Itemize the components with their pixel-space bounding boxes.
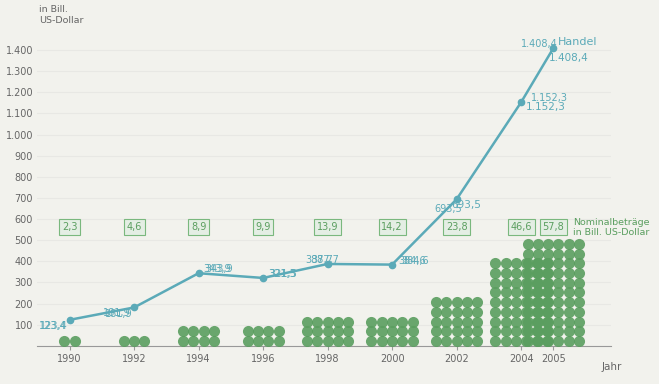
Text: 13,9: 13,9 bbox=[317, 222, 338, 232]
Text: 1.152,3: 1.152,3 bbox=[530, 93, 568, 104]
Text: 321,5: 321,5 bbox=[270, 269, 297, 279]
Text: Jahr: Jahr bbox=[602, 362, 622, 372]
Text: 1.152,3: 1.152,3 bbox=[526, 102, 566, 112]
Text: Nominalbeträge
in Bill. US-Dollar: Nominalbeträge in Bill. US-Dollar bbox=[573, 218, 649, 237]
Text: 57,8: 57,8 bbox=[542, 222, 564, 232]
Text: 181,9: 181,9 bbox=[105, 309, 132, 319]
Text: 1.408,4: 1.408,4 bbox=[521, 39, 558, 50]
Text: 123,4: 123,4 bbox=[39, 321, 67, 331]
Text: 4,6: 4,6 bbox=[127, 222, 142, 232]
Text: 123,4: 123,4 bbox=[40, 321, 68, 331]
Text: 384,6: 384,6 bbox=[402, 256, 430, 266]
Text: 46,6: 46,6 bbox=[510, 222, 532, 232]
Text: 23,8: 23,8 bbox=[445, 222, 467, 232]
Text: 8,9: 8,9 bbox=[191, 222, 206, 232]
Text: in Bill.
US-Dollar: in Bill. US-Dollar bbox=[39, 5, 84, 25]
Text: 343,9: 343,9 bbox=[205, 265, 233, 275]
Text: 9,9: 9,9 bbox=[256, 222, 271, 232]
Text: 181,9: 181,9 bbox=[103, 308, 131, 318]
Text: 693,5: 693,5 bbox=[451, 200, 482, 210]
Text: Handel: Handel bbox=[558, 37, 598, 47]
Text: 343,9: 343,9 bbox=[204, 265, 231, 275]
Text: 2,3: 2,3 bbox=[62, 222, 77, 232]
Text: 387,7: 387,7 bbox=[305, 255, 333, 265]
Text: 387,7: 387,7 bbox=[312, 255, 339, 265]
Text: 384,6: 384,6 bbox=[399, 256, 426, 266]
Text: 1.408,4: 1.408,4 bbox=[548, 53, 588, 63]
Text: 14,2: 14,2 bbox=[382, 222, 403, 232]
Text: 321,5: 321,5 bbox=[268, 269, 296, 279]
Text: 693,5: 693,5 bbox=[434, 204, 462, 214]
